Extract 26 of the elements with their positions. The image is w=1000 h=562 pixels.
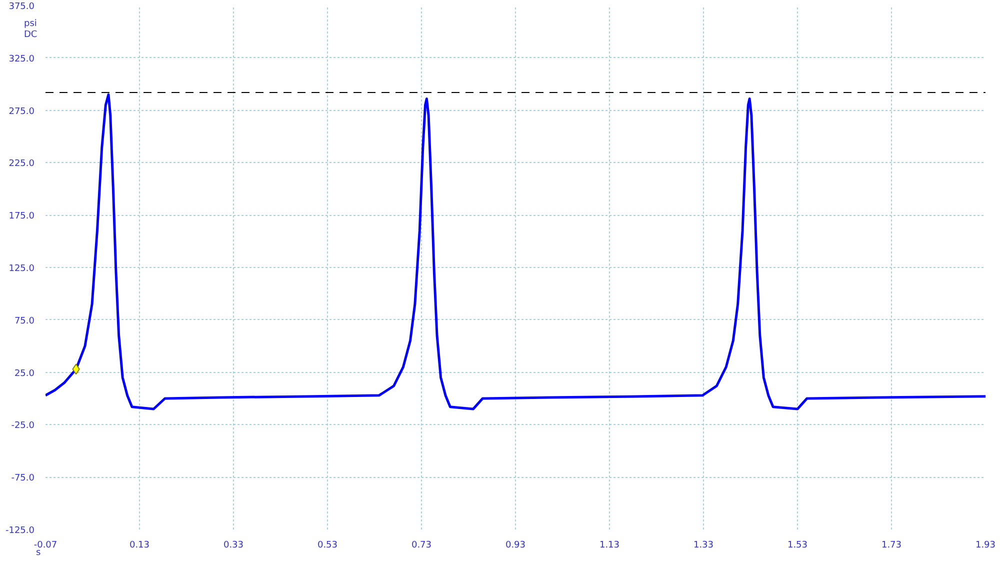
y-tick-label: 225.0: [8, 159, 35, 170]
y-tick-label: 25.0: [14, 368, 35, 379]
y-tick-label: 375.0: [8, 2, 35, 12]
x-tick-label: 1.33: [693, 540, 714, 550]
y-tick-label: 75.0: [14, 316, 35, 326]
y-tick-label: 325.0: [8, 54, 35, 64]
x-tick-label: 1.13: [599, 540, 620, 550]
x-tick-label: 1.73: [881, 540, 902, 550]
y-tick-label: -75.0: [11, 474, 35, 484]
y-tick-label: 175.0: [8, 212, 35, 222]
text: DC: [24, 30, 38, 40]
x-tick-label: 1.93: [975, 540, 996, 550]
y-tick-label: 125.0: [8, 264, 35, 274]
x-tick-label: 0.33: [223, 540, 244, 550]
x-tick-label: 1.53: [787, 540, 808, 550]
y-tick-label: 275.0: [8, 106, 35, 117]
x-tick-label: 0.13: [129, 540, 150, 550]
line-series: [46, 93, 986, 410]
y-tick-label: -25.0: [11, 421, 35, 432]
x-tick-label: 0.93: [505, 540, 526, 550]
y-axis-title: psi: [24, 19, 37, 29]
x-tick-label: 0.53: [317, 540, 338, 550]
x-tick-label: 0.73: [411, 540, 432, 550]
y-tick-label: -125.0: [5, 526, 35, 536]
x-axis-title: s: [36, 548, 41, 558]
x-tick-label: -0.07: [34, 540, 58, 550]
